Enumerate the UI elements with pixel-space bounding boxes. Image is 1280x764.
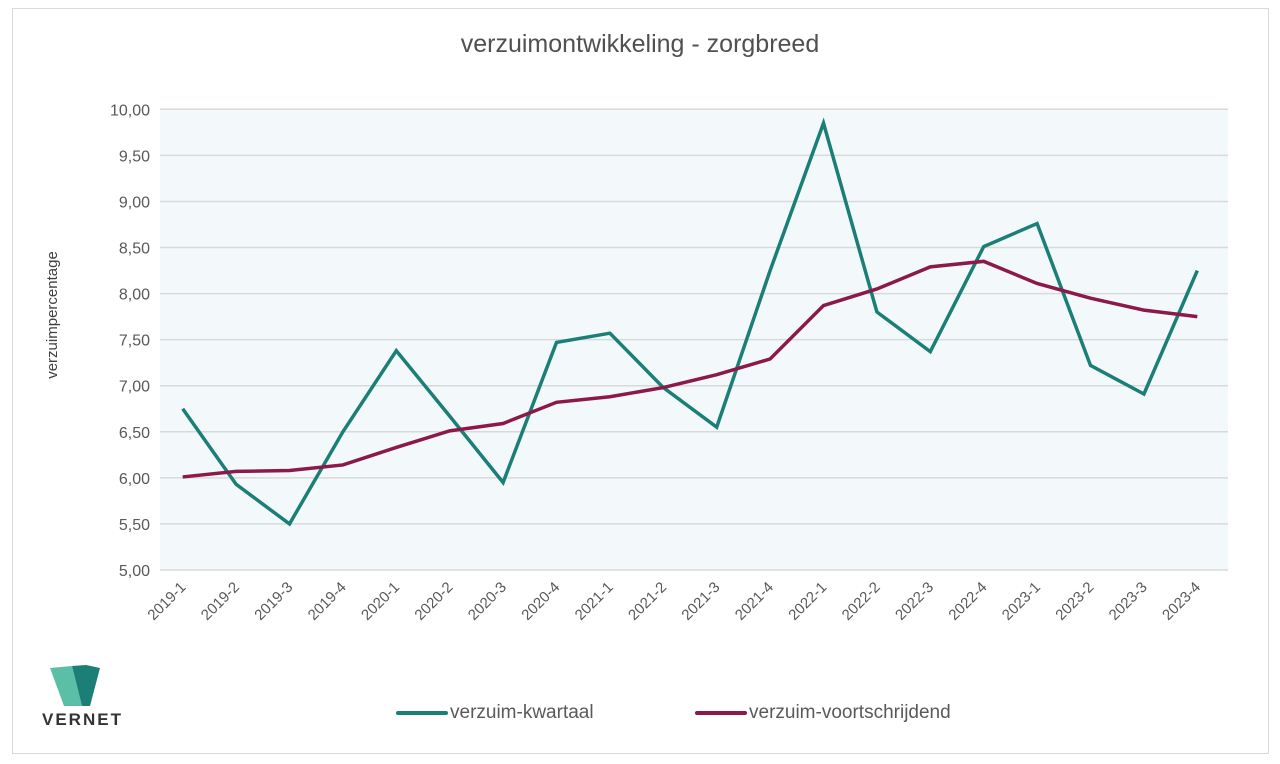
y-tick-label: 6,00 <box>119 471 150 488</box>
x-tick-label: 2019-1 <box>144 579 189 624</box>
legend: verzuim-kwartaal verzuim-voortschrijdend <box>0 702 1280 732</box>
x-tick-label: 2022-2 <box>839 579 884 624</box>
x-tick-label: 2023-1 <box>999 579 1044 624</box>
y-tick-label: 6,50 <box>119 425 150 442</box>
x-tick-label: 2020-4 <box>518 579 563 624</box>
y-tick-label: 9,00 <box>119 194 150 211</box>
logo-text: VERNET <box>42 710 123 729</box>
legend-item-voortschrijdend: verzuim-voortschrijdend <box>695 702 951 724</box>
y-tick-label: 7,00 <box>119 379 150 396</box>
chart-title: verzuimontwikkeling - zorgbreed <box>460 30 820 58</box>
x-tick-label: 2020-1 <box>358 579 403 624</box>
x-tick-label: 2023-3 <box>1106 579 1151 624</box>
x-tick-label: 2021-3 <box>678 579 723 624</box>
x-tick-label: 2019-2 <box>198 579 243 624</box>
x-tick-label: 2021-4 <box>732 579 777 624</box>
y-tick-label: 8,50 <box>119 241 150 258</box>
series-line-verzuim-voortschrijdend <box>182 259 1198 479</box>
x-tick-label: 2022-1 <box>785 579 830 624</box>
y-tick-label: 10,00 <box>110 102 150 119</box>
y-tick-label: 7,50 <box>119 333 150 350</box>
series-line-verzuim-kwartaal <box>181 117 1199 527</box>
legend-label: verzuim-voortschrijdend <box>749 702 951 723</box>
legend-item-kwartaal: verzuim-kwartaal <box>396 702 594 724</box>
legend-swatch <box>695 711 747 715</box>
x-tick-label: 2022-4 <box>945 579 990 624</box>
y-tick-label: 5,50 <box>119 517 150 534</box>
x-tick-label: 2023-4 <box>1159 579 1204 624</box>
legend-swatch <box>396 711 448 715</box>
logo-mark <box>50 665 100 706</box>
legend-label: verzuim-kwartaal <box>450 702 594 723</box>
x-tick-label: 2022-3 <box>892 579 937 624</box>
x-tick-label: 2021-1 <box>572 579 617 624</box>
x-tick-label: 2023-2 <box>1052 579 1097 624</box>
x-tick-label: 2020-2 <box>411 579 456 624</box>
y-tick-label: 5,00 <box>119 563 150 580</box>
x-tick-label: 2020-3 <box>465 579 510 624</box>
y-tick-label: 9,50 <box>119 148 150 165</box>
x-tick-label: 2019-3 <box>251 579 296 624</box>
x-tick-label: 2021-2 <box>625 579 670 624</box>
y-axis-label: verzuimpercentage <box>44 251 61 379</box>
vernet-logo: VERNET <box>42 662 122 732</box>
y-tick-label: 8,00 <box>119 287 150 304</box>
x-tick-label: 2019-4 <box>305 579 350 624</box>
